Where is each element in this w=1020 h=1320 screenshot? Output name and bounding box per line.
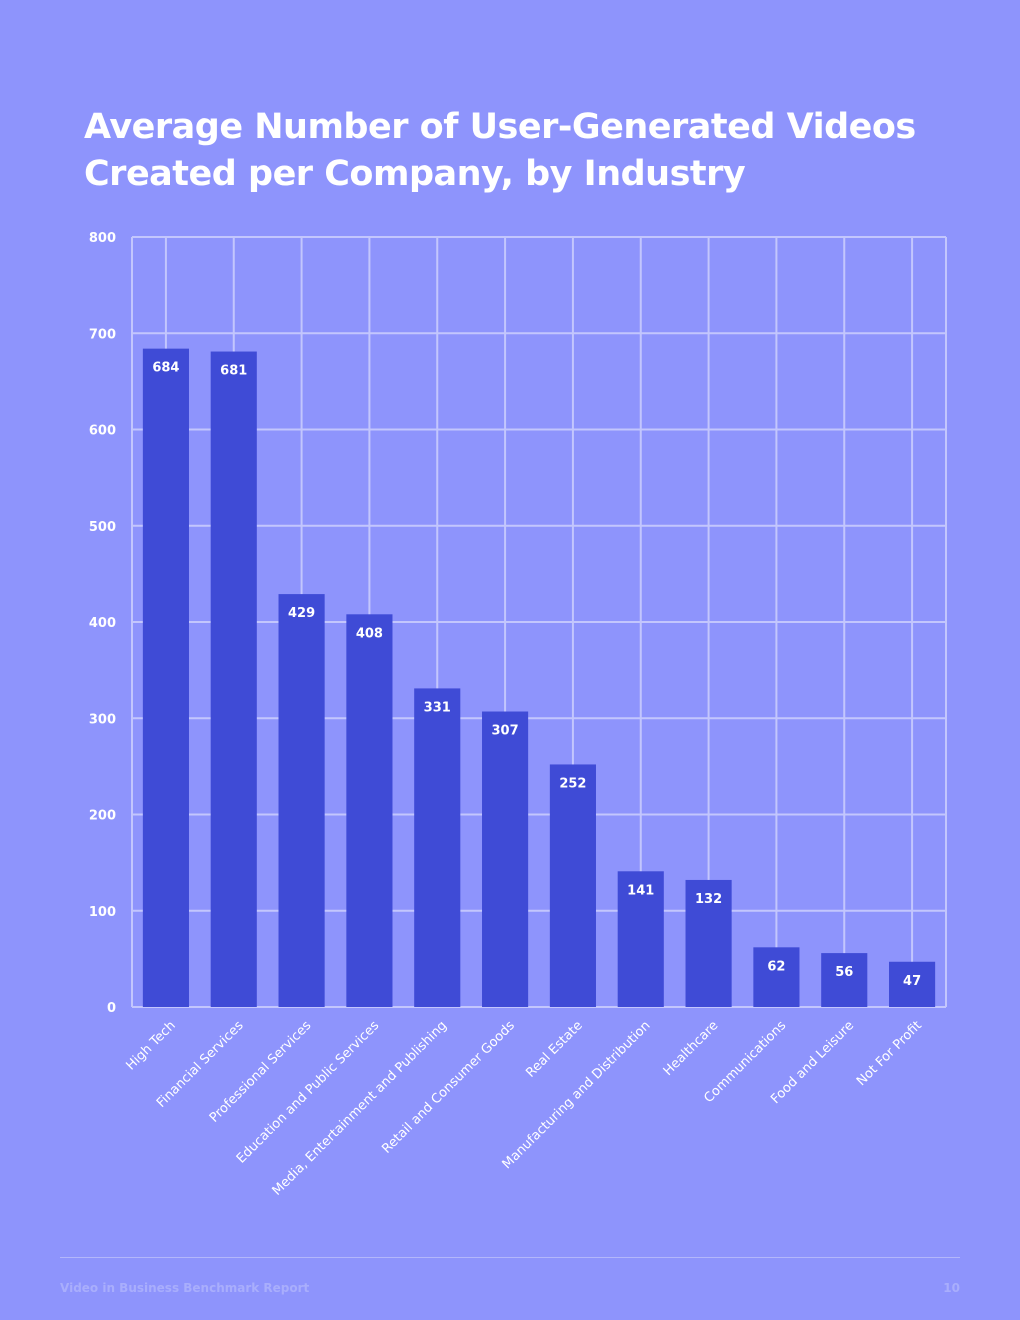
bar-value-label: 56: [835, 965, 853, 980]
y-tick-label: 500: [89, 520, 116, 535]
bar-value-label: 252: [559, 776, 586, 791]
bar: [549, 764, 596, 1007]
bar-value-label: 62: [767, 959, 785, 974]
x-category-label: Not For Profit: [854, 1018, 925, 1089]
bar: [889, 961, 936, 1007]
bar-value-label: 684: [152, 361, 179, 376]
bar-value-label: 408: [356, 626, 383, 641]
bar-value-label: 681: [220, 364, 247, 379]
x-category-label: High Tech: [123, 1018, 178, 1073]
bar: [210, 351, 257, 1008]
y-axis-tick-labels: 0 100 200 300 400 500 600 700 800: [89, 231, 116, 1016]
y-tick-label: 700: [89, 327, 116, 342]
y-tick-label: 200: [89, 809, 116, 824]
bar-value-label: 331: [424, 700, 451, 715]
bar-value-label: 141: [627, 883, 654, 898]
bar: [821, 953, 868, 1007]
y-tick-label: 100: [89, 905, 116, 920]
bar-value-label: 429: [288, 606, 315, 621]
bar: [685, 879, 732, 1007]
bars: [142, 348, 936, 1008]
bar-value-label: 47: [903, 974, 921, 989]
x-category-label: Retail and Consumer Goods: [379, 1018, 518, 1157]
bar: [753, 947, 800, 1007]
chart-title-line-1: Average Number of User-Generated Videos: [84, 107, 916, 147]
bar: [346, 614, 393, 1007]
y-tick-label: 600: [89, 424, 116, 439]
footer-report-name: Video in Business Benchmark Report: [60, 1281, 310, 1295]
bar: [142, 348, 189, 1007]
y-tick-label: 800: [89, 231, 116, 246]
x-category-label: Manufacturing and Distribution: [500, 1018, 654, 1172]
bar-value-label: 307: [492, 724, 519, 739]
bar: [414, 688, 461, 1007]
y-tick-label: 0: [107, 1001, 116, 1016]
x-category-label: Education and Public Services: [234, 1018, 383, 1167]
bar: [482, 711, 529, 1007]
y-tick-label: 400: [89, 616, 116, 631]
page-number: 10: [943, 1281, 960, 1295]
bar-value-labels: 684 681 429 408 331 307 252 141 132 62 56 47: [152, 361, 921, 989]
bar: [278, 594, 325, 1007]
x-category-label: Healthcare: [661, 1018, 722, 1079]
bar: [617, 871, 664, 1007]
bar-chart: 0 100 200 300 400 500 600 700 800 684 681 429 408 33…: [89, 231, 947, 1199]
footer-divider: [60, 1257, 960, 1258]
chart-title: Average Number of User-Generated Videos …: [84, 104, 964, 198]
chart-title-line-2: Created per Company, by Industry: [84, 154, 746, 194]
bar-value-label: 132: [695, 892, 722, 907]
y-tick-label: 300: [89, 712, 116, 727]
x-category-label: Real Estate: [523, 1018, 585, 1080]
